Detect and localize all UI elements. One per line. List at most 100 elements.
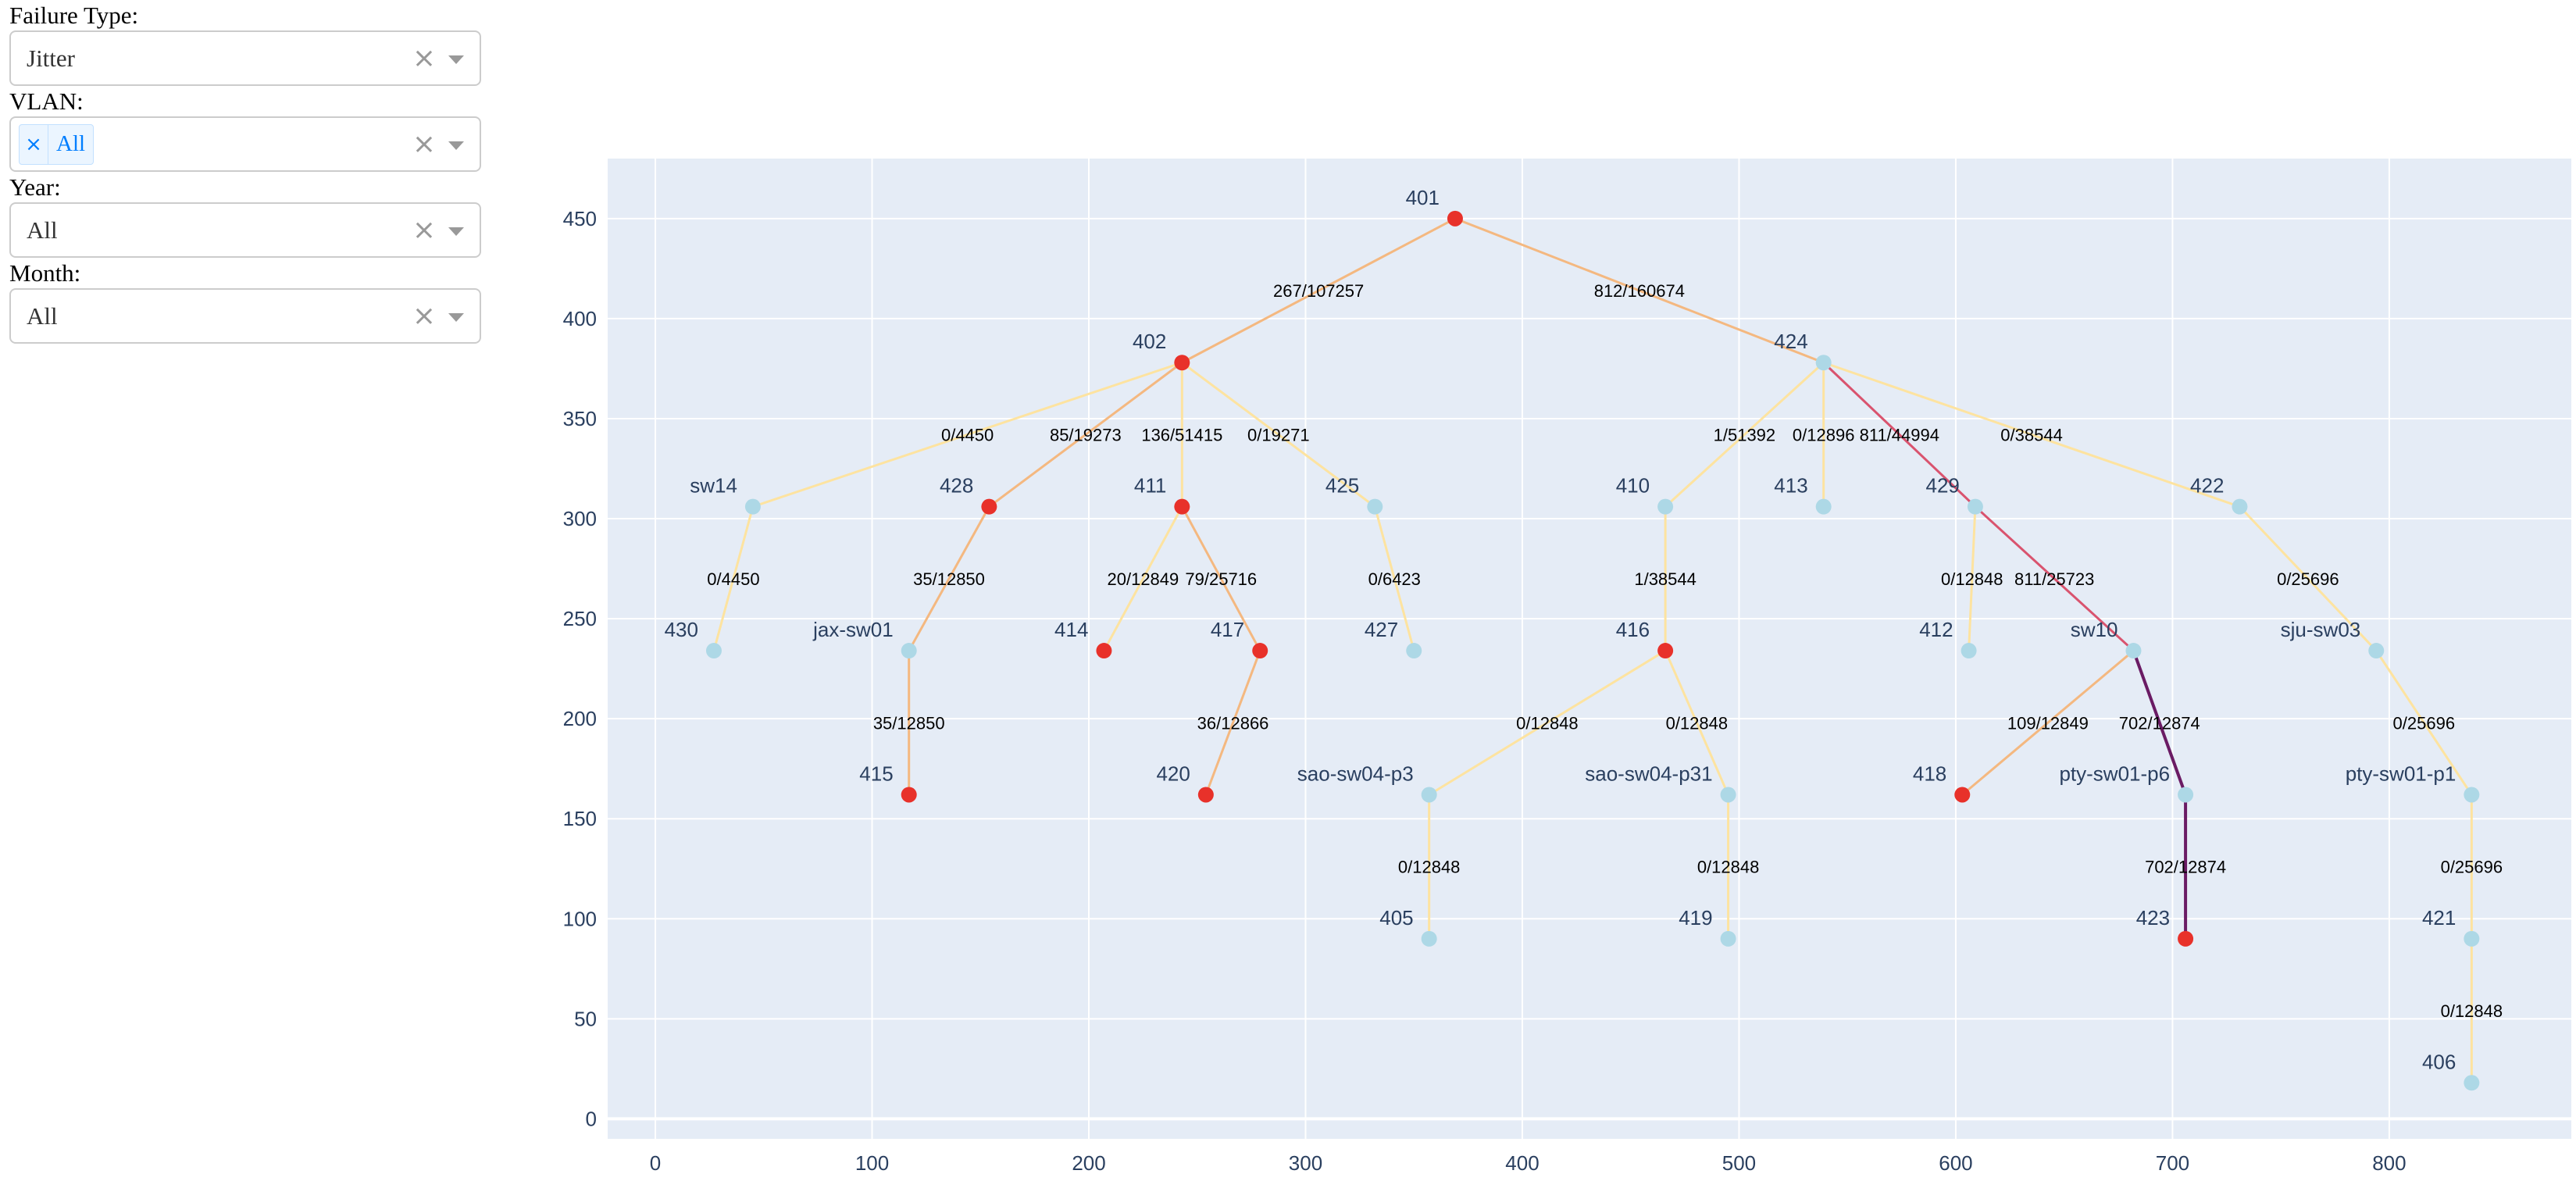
- edge-label: 109/12849: [2007, 713, 2089, 733]
- edge-label: 811/44994: [1860, 425, 1939, 444]
- chevron-down-icon[interactable]: [448, 227, 464, 236]
- year-value: All: [27, 216, 58, 244]
- x-tick-label: 600: [1939, 1151, 1972, 1175]
- edge-422-sju-sw03: [2239, 505, 2378, 652]
- edge-label: 20/12849: [1108, 569, 1179, 589]
- x-tick-label: 400: [1505, 1151, 1539, 1175]
- edge-label: 0/12848: [2441, 1001, 2503, 1021]
- node-label: 422: [2190, 474, 2224, 498]
- failure-type-dropdown[interactable]: Jitter ×: [9, 30, 481, 86]
- node-402: [1174, 355, 1190, 371]
- x-tick-label: 0: [650, 1151, 661, 1175]
- edge-label: 702/12874: [2119, 713, 2200, 733]
- node-label: 410: [1616, 474, 1650, 498]
- node-430: [705, 643, 722, 659]
- node-label: sw14: [690, 474, 737, 498]
- edge-label: 0/12848: [1516, 713, 1579, 733]
- node-label: 430: [665, 618, 698, 641]
- clear-icon[interactable]: ×: [412, 300, 436, 332]
- node-label: 415: [859, 762, 893, 785]
- clear-icon[interactable]: ×: [412, 42, 436, 74]
- edge-label: 36/12866: [1197, 713, 1269, 733]
- vlan-dropdown[interactable]: × All ×: [9, 116, 481, 172]
- plot-background: [608, 159, 2571, 1139]
- edge-label: 0/12848: [1666, 713, 1729, 733]
- x-tick-label: 200: [1072, 1151, 1105, 1175]
- node-jax-sw01: [901, 643, 917, 659]
- node-label: 424: [1774, 330, 1807, 353]
- clear-icon[interactable]: ×: [412, 214, 436, 246]
- node-401: [1447, 210, 1463, 227]
- node-sw10: [2125, 643, 2142, 659]
- edge-label: 811/25723: [2014, 569, 2094, 589]
- edge-sw10-pty-sw01-p6: [2132, 650, 2187, 796]
- failure-type-label: Failure Type:: [9, 2, 139, 29]
- node-label: 405: [1379, 906, 1413, 929]
- edge-label: 0/6423: [1368, 569, 1421, 589]
- year-dropdown[interactable]: All ×: [9, 202, 481, 258]
- node-label: 416: [1616, 618, 1650, 641]
- node-label: 411: [1134, 474, 1166, 498]
- node-429: [1967, 498, 1983, 515]
- edge-label: 0/12848: [1398, 858, 1461, 877]
- edge-sw10-418: [1961, 649, 2135, 796]
- edge-417-420: [1204, 650, 1261, 795]
- edge-label: 85/19273: [1050, 425, 1122, 444]
- edge-label: 0/12848: [1697, 858, 1760, 877]
- node-sao-sw04-p3: [1421, 787, 1437, 803]
- chevron-down-icon[interactable]: [448, 313, 464, 322]
- edge-428-jax-sw01: [908, 505, 990, 651]
- y-tick-label: 0: [586, 1107, 597, 1130]
- edge-label: 1/51392: [1714, 425, 1776, 444]
- edge-label: 0/38544: [2000, 425, 2063, 444]
- edge-424-410: [1664, 362, 1825, 508]
- edge-429-412: [1968, 506, 1977, 651]
- vlan-chip-label: All: [56, 131, 86, 156]
- edge-424-429: [1822, 362, 1976, 508]
- node-label: 427: [1365, 618, 1398, 641]
- edge-label: 79/25716: [1185, 569, 1257, 589]
- node-423: [2178, 930, 2194, 947]
- month-dropdown[interactable]: All ×: [9, 288, 481, 344]
- node-label: sw10: [2071, 618, 2118, 641]
- chevron-down-icon[interactable]: [448, 141, 464, 150]
- node-label: sao-sw04-p3: [1297, 762, 1414, 785]
- edge-401-402: [1181, 217, 1456, 364]
- chevron-down-icon[interactable]: [448, 55, 464, 64]
- node-424: [1815, 355, 1832, 371]
- chip-remove-icon[interactable]: ×: [20, 124, 48, 164]
- edge-402-sw14: [752, 361, 1183, 508]
- node-label: 428: [940, 474, 973, 498]
- node-label: 402: [1133, 330, 1166, 353]
- edge-label: 136/51415: [1141, 425, 1222, 444]
- edge-sw14-430: [712, 506, 755, 651]
- edge-401-424: [1454, 217, 1825, 364]
- x-tick-label: 500: [1722, 1151, 1756, 1175]
- x-tick-label: 700: [2156, 1151, 2189, 1175]
- node-421: [2464, 930, 2480, 947]
- filter-panel: Failure Type: Jitter × VLAN: × All × Yea…: [9, 0, 481, 344]
- node-label: sju-sw03: [2281, 618, 2361, 641]
- node-label: 425: [1325, 474, 1359, 498]
- edge-411-417: [1181, 505, 1261, 651]
- node-label: 414: [1054, 618, 1088, 641]
- node-sao-sw04-p31: [1720, 787, 1736, 803]
- node-label: 418: [1913, 762, 1946, 785]
- x-tick-label: 800: [2372, 1151, 2406, 1175]
- node-412: [1961, 643, 1977, 659]
- node-label: 419: [1679, 906, 1712, 929]
- node-label: jax-sw01: [812, 618, 894, 641]
- vlan-chip: × All: [19, 123, 95, 165]
- x-tick-label: 300: [1289, 1151, 1322, 1175]
- node-label: pty-sw01-p1: [2346, 762, 2456, 785]
- edge-425-427: [1373, 506, 1415, 651]
- node-420: [1197, 787, 1214, 803]
- y-tick-label: 200: [563, 707, 597, 730]
- failure-type-value: Jitter: [27, 44, 75, 72]
- month-label: Month:: [9, 259, 81, 287]
- edge-label: 0/12896: [1793, 425, 1855, 444]
- node-label: 420: [1156, 762, 1190, 785]
- y-tick-label: 400: [563, 307, 597, 330]
- clear-icon[interactable]: ×: [412, 128, 436, 160]
